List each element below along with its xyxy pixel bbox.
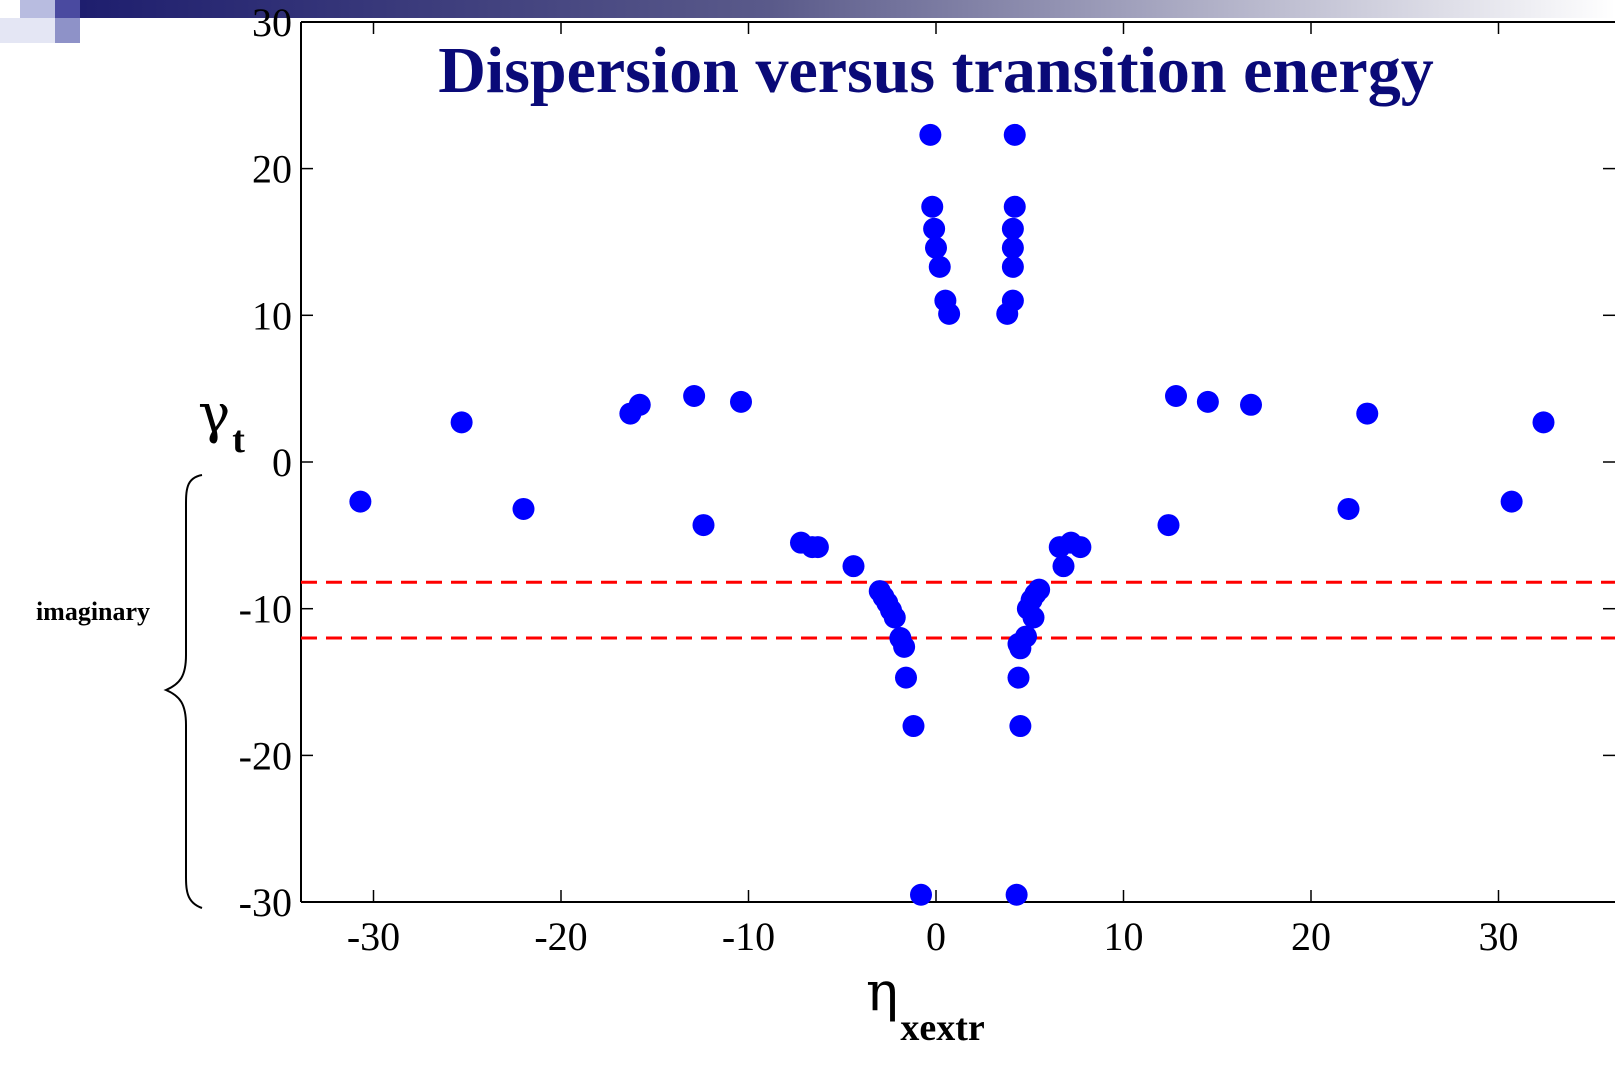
data-point [1069, 536, 1092, 559]
data-point [806, 536, 829, 559]
data-point [1165, 384, 1187, 407]
data-point [450, 411, 473, 434]
data-point [1007, 666, 1030, 689]
x-tick-label: -10 [722, 914, 775, 959]
y-axis-symbol: γ [198, 382, 230, 445]
data-point [923, 217, 946, 240]
y-axis-label: γt [198, 382, 245, 461]
data-point [1005, 883, 1028, 906]
y-axis-subscript: t [232, 419, 245, 461]
data-point [1532, 411, 1555, 434]
data-point [1028, 578, 1051, 601]
data-point [1157, 514, 1180, 537]
data-point [921, 195, 944, 218]
x-tick-label: 0 [926, 914, 946, 959]
data-point [902, 715, 925, 738]
data-point [1500, 490, 1523, 513]
data-point [1015, 625, 1037, 648]
imaginary-label: imaginary [36, 597, 150, 626]
chart-title: Dispersion versus transition energy [438, 34, 1433, 107]
x-tick-label: 30 [1479, 914, 1519, 959]
data-point [1240, 393, 1262, 416]
imaginary-brace [163, 474, 203, 909]
x-tick-label: -20 [534, 914, 587, 959]
data-point [1003, 123, 1026, 146]
data-point [938, 302, 961, 325]
plot-frame [300, 21, 1615, 903]
data-point [1009, 715, 1032, 738]
x-tick-label: 20 [1291, 914, 1331, 959]
data-point [730, 390, 752, 413]
axis-ticks: -30 -20 -10 0 10 20 30 -30 -20 -10 0 10 20 30 [239, 0, 1615, 959]
slide-decoration [0, 0, 1615, 43]
data-point [842, 555, 865, 578]
data-point [683, 384, 706, 407]
data-point [928, 255, 951, 278]
data-point [1337, 497, 1360, 520]
data-point [1001, 255, 1024, 278]
x-tick-label: 10 [1104, 914, 1144, 959]
data-points [349, 123, 1555, 906]
y-tick-label: 10 [252, 293, 292, 338]
data-point [512, 497, 535, 520]
data-point [349, 490, 372, 513]
data-point [996, 302, 1019, 325]
data-point [910, 883, 932, 906]
data-point [1356, 402, 1379, 425]
reference-lines [301, 580, 1615, 640]
y-tick-label: 0 [272, 440, 292, 485]
data-point [1052, 555, 1075, 578]
data-point [925, 236, 947, 259]
y-tick-label: -30 [239, 880, 292, 925]
y-tick-label: 20 [252, 147, 292, 192]
data-point [1022, 606, 1045, 629]
y-tick-label: 30 [252, 0, 292, 45]
y-tick-label: -10 [239, 587, 292, 632]
x-tick-label: -30 [347, 914, 400, 959]
data-point [1003, 195, 1026, 218]
data-point [692, 514, 715, 537]
data-point [1001, 217, 1024, 240]
data-point [919, 123, 942, 146]
x-axis-label: ηxextr [866, 960, 985, 1049]
data-point [1196, 390, 1219, 413]
data-point [895, 666, 917, 689]
y-tick-label: -20 [239, 733, 292, 778]
data-point [893, 635, 916, 658]
data-point [1001, 236, 1024, 259]
data-point [628, 393, 651, 416]
x-axis-subscript: xextr [900, 1007, 985, 1049]
x-axis-symbol: η [866, 960, 898, 1023]
data-point [883, 606, 906, 629]
